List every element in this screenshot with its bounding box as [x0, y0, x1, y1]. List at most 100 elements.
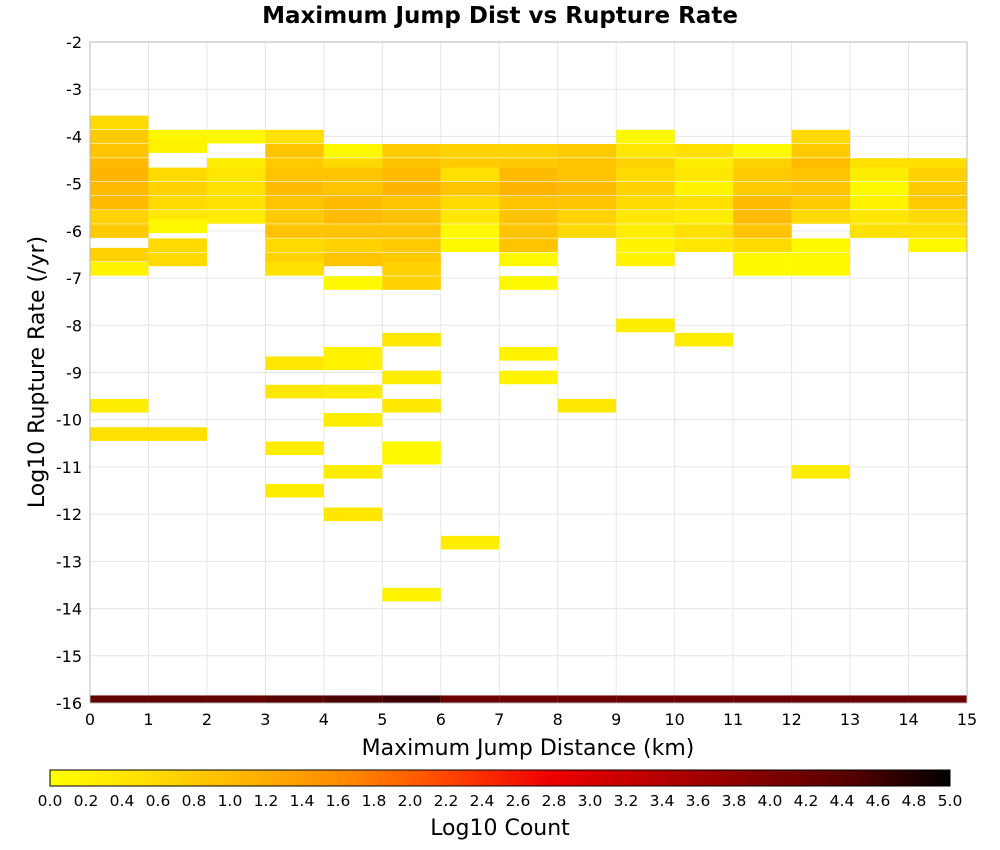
heatmap-cell	[265, 167, 324, 182]
x-tick-label: 14	[898, 710, 918, 729]
heatmap-cell	[440, 224, 500, 238]
heatmap-cell	[733, 238, 792, 253]
heatmap-cell	[90, 224, 149, 238]
heatmap-cell	[791, 238, 851, 253]
heatmap-cell	[323, 384, 383, 399]
y-tick-label: -9	[66, 364, 82, 383]
colorbar-tick-label: 3.2	[614, 792, 639, 810]
x-tick-label: 8	[553, 710, 563, 729]
heatmap-cell	[791, 695, 851, 703]
colorbar-tick-label: 0.0	[38, 792, 63, 810]
colorbar-tick-label: 4.4	[830, 792, 855, 810]
x-tick-labels: 0 1 2 3 4 5 6 7 8 9 10 11 12 13 14 15	[85, 710, 977, 729]
heatmap-cell	[323, 252, 383, 267]
x-tick-label: 13	[840, 710, 860, 729]
heatmap-cell	[733, 143, 792, 158]
heatmap-cell	[850, 195, 909, 210]
heatmap-cell	[265, 262, 324, 276]
heatmap-cell	[674, 143, 734, 158]
heatmap-cell	[148, 139, 207, 153]
heatmap-cell	[90, 167, 149, 182]
heatmap-cell	[323, 695, 383, 703]
heatmap-cell	[791, 167, 851, 182]
heatmap-cell	[382, 370, 441, 385]
y-tick-label: -5	[66, 175, 82, 194]
heatmap-cell	[850, 181, 909, 196]
heatmap-cell	[265, 224, 324, 238]
colorbar-tick-label: 4.8	[902, 792, 927, 810]
colorbar-tick-label: 3.0	[578, 792, 603, 810]
x-tick-label: 12	[781, 710, 801, 729]
x-tick-label: 9	[611, 710, 621, 729]
heatmap-cell	[148, 219, 207, 234]
heatmap-cell	[499, 252, 558, 267]
heatmap-cell	[90, 143, 149, 158]
heatmap-cell	[850, 210, 909, 224]
heatmap-cell	[499, 195, 558, 210]
y-tick-label: -16	[56, 694, 82, 713]
heatmap-cell	[791, 129, 851, 144]
y-tick-label: -10	[56, 411, 82, 430]
heatmap-cell	[616, 167, 675, 182]
heatmap-cell	[382, 695, 441, 703]
colorbar-label: Log10 Count	[430, 816, 570, 841]
heatmap-cell	[557, 224, 617, 238]
heatmap-cell	[499, 238, 558, 253]
heatmap-cell	[733, 181, 792, 196]
colorbar-tick-label: 0.2	[74, 792, 99, 810]
heatmap-cell	[382, 195, 441, 210]
colorbar-tick-label: 3.6	[686, 792, 711, 810]
heatmap-cell	[616, 195, 675, 210]
heatmap-cell	[616, 129, 675, 144]
heatmap-cell	[674, 181, 734, 196]
heatmap-cell	[148, 252, 207, 267]
y-tick-label: -11	[56, 458, 82, 477]
heatmap-cell	[90, 195, 149, 210]
heatmap-cell	[323, 195, 383, 210]
x-tick-label: 10	[664, 710, 684, 729]
colorbar-tick-label: 4.0	[758, 792, 783, 810]
heatmap-cell	[791, 143, 851, 158]
heatmap-cell	[382, 224, 441, 238]
heatmap-cell	[499, 143, 558, 158]
colorbar-tick-labels: 0.0 0.2 0.4 0.6 0.8 1.0 1.2 1.4 1.6 1.8 2.0 2.2 2.4 2…	[38, 792, 963, 810]
heatmap-cell	[791, 210, 851, 224]
colorbar-tick-label: 1.4	[290, 792, 315, 810]
colorbar-tick-label: 2.2	[434, 792, 459, 810]
heatmap-cell	[265, 129, 324, 144]
colorbar-tick-label: 3.4	[650, 792, 675, 810]
y-tick-label: -4	[66, 127, 82, 146]
heatmap-cell	[323, 143, 383, 158]
heatmap-cell	[265, 210, 324, 224]
heatmap-cell	[323, 181, 383, 196]
x-tick-label: 1	[143, 710, 153, 729]
heatmap-cell	[440, 143, 500, 158]
heatmap-cell	[850, 695, 909, 703]
heatmap-cell	[90, 181, 149, 196]
y-tick-label: -2	[66, 33, 82, 52]
colorbar-tick-label: 1.0	[218, 792, 243, 810]
heatmap-cell	[323, 276, 383, 290]
heatmap-cell	[908, 167, 967, 182]
heatmap-cell	[850, 167, 909, 182]
heatmap-cell	[323, 507, 383, 522]
heatmap-cell	[499, 224, 558, 238]
heatmap-cell	[265, 695, 324, 703]
heatmap-cell	[440, 238, 500, 253]
colorbar-tick-label: 0.8	[182, 792, 207, 810]
colorbar-tick-label: 3.8	[722, 792, 747, 810]
heatmap-cell	[440, 535, 500, 550]
heatmap-cell	[382, 167, 441, 182]
heatmap-cell	[733, 195, 792, 210]
heatmap-cell	[206, 695, 266, 703]
heatmap-cell	[674, 210, 734, 224]
y-tick-label: -13	[56, 552, 82, 571]
x-tick-label: 7	[494, 710, 504, 729]
heatmap-cell	[90, 427, 149, 441]
heatmap-cell	[850, 224, 909, 238]
x-tick-label: 3	[260, 710, 270, 729]
heatmap-cell	[791, 195, 851, 210]
heatmap-cell	[265, 181, 324, 196]
heatmap-cell	[674, 238, 734, 253]
heatmap-cell	[616, 143, 675, 158]
